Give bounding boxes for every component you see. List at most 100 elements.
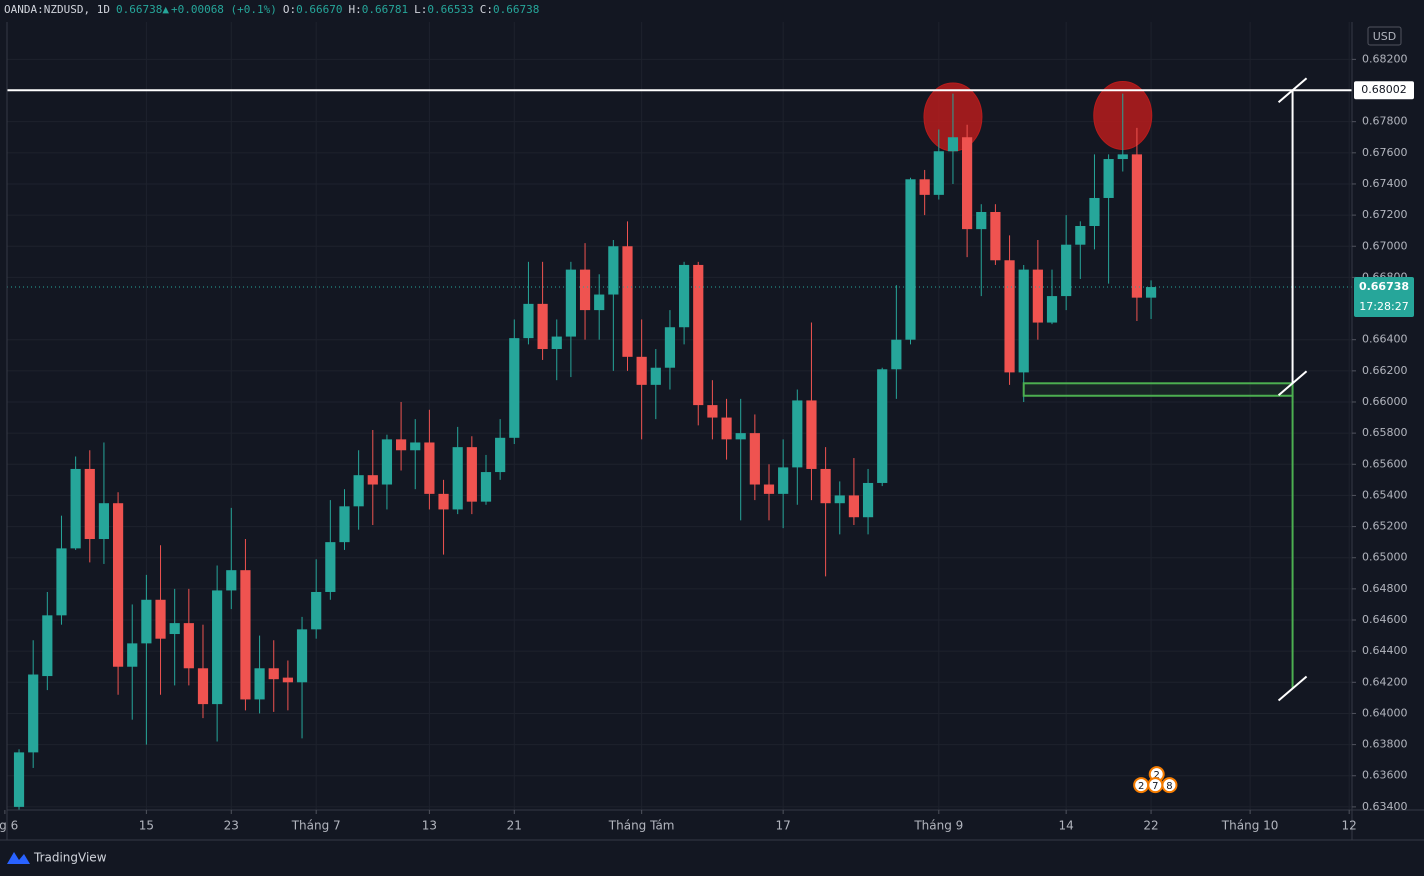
- candle-body: [353, 475, 364, 507]
- y-tick-label: 0.64800: [1362, 582, 1408, 595]
- candle-body: [579, 269, 591, 311]
- measure-tick: [1277, 675, 1308, 702]
- y-tick-label: 0.65600: [1362, 457, 1408, 470]
- ohlc-label: O:: [283, 3, 296, 16]
- candle-body: [254, 668, 265, 700]
- candle-body: [1004, 260, 1015, 373]
- brand-logo[interactable]: TradingView: [7, 851, 107, 865]
- y-tick-label: 0.65400: [1362, 488, 1408, 501]
- candle-body: [296, 629, 308, 683]
- y-tick-label: 0.63400: [1362, 800, 1408, 813]
- y-tick-label: 0.64600: [1362, 613, 1408, 626]
- candle-body: [933, 151, 944, 195]
- candle-body: [197, 668, 209, 705]
- candle-body: [792, 400, 803, 468]
- candle-body: [848, 495, 859, 518]
- y-tick-label: 0.65200: [1362, 520, 1408, 533]
- candle-body: [778, 467, 789, 494]
- ohlc-label: H:: [349, 3, 362, 16]
- x-tick-label: 17: [776, 819, 791, 833]
- legend-header: OANDA:NZDUSD, 1D 0.66738 ▲ +0.00068 (+0.1%)…: [4, 3, 539, 16]
- logo-icon: [7, 852, 30, 864]
- event-label: 2: [1138, 781, 1144, 792]
- candle-body: [84, 468, 95, 540]
- candle-body: [1032, 269, 1043, 323]
- candle-body: [495, 437, 506, 473]
- candle-body: [311, 591, 322, 630]
- y-tick-label: 0.63800: [1362, 738, 1408, 751]
- y-tick-label: 0.66200: [1362, 364, 1408, 377]
- candle-body: [56, 548, 67, 616]
- candle-body: [594, 294, 605, 311]
- event-label: 8: [1166, 781, 1172, 792]
- candle-body: [183, 623, 194, 669]
- ohlc-value: 0.66670: [296, 3, 342, 16]
- candle-body: [962, 137, 973, 230]
- candle-body: [141, 599, 152, 644]
- y-tick-label: 0.67400: [1362, 177, 1408, 190]
- candle-body: [905, 179, 916, 340]
- candle-body: [707, 405, 718, 418]
- candle-body: [664, 327, 676, 368]
- y-tick-label: 0.65800: [1362, 426, 1408, 439]
- candle-body: [28, 674, 39, 753]
- x-tick-label: 13: [422, 819, 437, 833]
- y-tick-label: 0.64200: [1362, 675, 1408, 688]
- candle-body: [636, 356, 647, 385]
- event-label: 2: [1154, 770, 1160, 781]
- y-tick-label: 0.66000: [1362, 395, 1408, 408]
- y-tick-label: 0.67200: [1362, 208, 1408, 221]
- y-tick-label: 0.64000: [1362, 706, 1408, 719]
- candle-body: [523, 303, 534, 339]
- candle-body: [749, 433, 760, 485]
- candle-body: [976, 211, 987, 230]
- candle-body: [679, 264, 690, 328]
- candle-body: [537, 303, 548, 350]
- ohlc-value: 0.66781: [362, 3, 408, 16]
- zone: [1022, 382, 1294, 397]
- brand: TradingView: [33, 851, 107, 865]
- x-tick-label: 23: [224, 819, 239, 833]
- event-marker: [1161, 777, 1178, 794]
- ohlc-label: C:: [480, 3, 493, 16]
- candle-body: [947, 137, 959, 152]
- candle-body: [1075, 226, 1086, 245]
- ohlc-value: 0.66533: [427, 3, 473, 16]
- candle-body: [212, 590, 223, 705]
- candle-body: [693, 264, 704, 406]
- x-tick-label: 12: [1342, 819, 1357, 833]
- candle-body: [622, 246, 633, 357]
- x-tick-label: Tháng Tám: [608, 819, 675, 833]
- candle-body: [990, 211, 1001, 261]
- price-label: 0.68002: [1361, 83, 1407, 96]
- candle-body: [268, 668, 279, 680]
- candle-body: [565, 269, 576, 337]
- symbol: OANDA:NZDUSD, 1D: [4, 3, 110, 16]
- candle-body: [820, 468, 831, 504]
- candle-body: [1089, 197, 1100, 227]
- change: +0.00068 (+0.1%): [171, 3, 277, 16]
- y-tick-label: 0.67000: [1362, 239, 1408, 252]
- candle-body: [1018, 269, 1029, 373]
- candle-body: [1117, 154, 1128, 160]
- candle-body: [325, 542, 336, 592]
- candle-body: [877, 369, 888, 483]
- x-tick-label: 22: [1143, 819, 1158, 833]
- x-tick-label: ng 6: [0, 819, 18, 833]
- candle-body: [424, 442, 435, 494]
- candle-body: [480, 472, 492, 502]
- plot-area: 22 7 8: [7, 77, 1352, 810]
- ohlc-value: 0.66738: [493, 3, 539, 16]
- y-tick-label: 0.67600: [1362, 146, 1408, 159]
- y-tick-label: 0.65000: [1362, 551, 1408, 564]
- y-tick-label: 0.64400: [1362, 644, 1408, 657]
- candle-body: [1131, 154, 1143, 298]
- candle-body: [367, 475, 378, 485]
- candle-body: [1103, 159, 1114, 198]
- candle-body: [551, 336, 562, 350]
- candle-body: [155, 599, 166, 639]
- candle-body: [395, 439, 407, 451]
- arrow: ▲: [162, 3, 169, 16]
- candle-body: [1046, 296, 1058, 323]
- currency-badge[interactable]: [1367, 26, 1402, 46]
